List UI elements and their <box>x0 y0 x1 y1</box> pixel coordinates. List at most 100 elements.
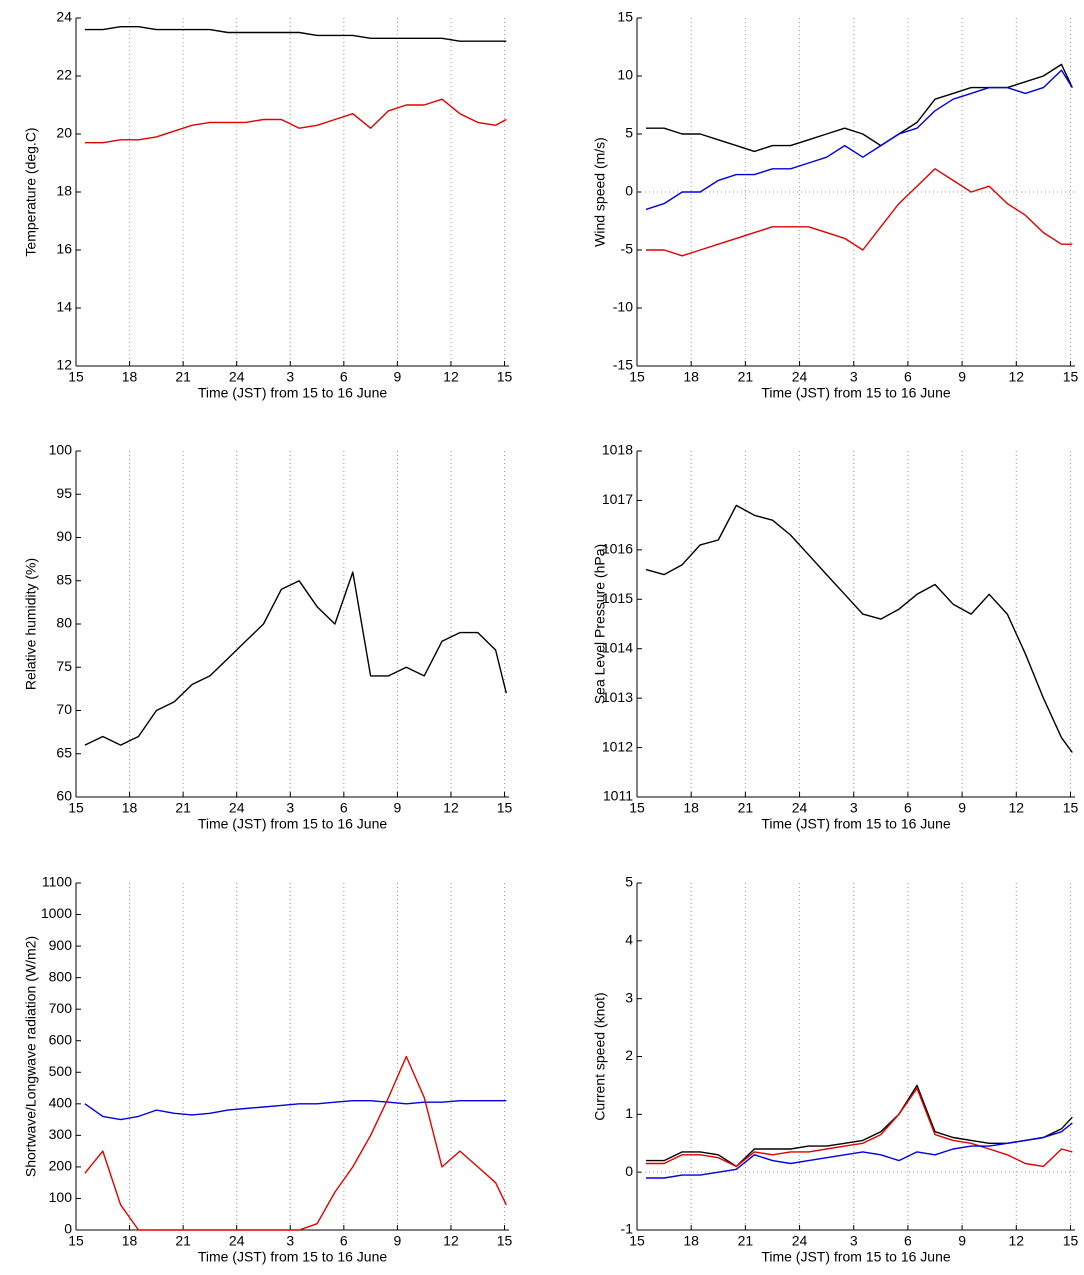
data-line <box>84 1100 507 1121</box>
y-tick-label: -10 <box>613 299 633 315</box>
y-tick-label: 4 <box>625 932 633 948</box>
x-tick-label: 15 <box>68 369 84 385</box>
y-axis-label: Wind speed (m/s) <box>592 137 608 247</box>
x-tick-label: 18 <box>122 800 138 816</box>
x-tick-label: 24 <box>792 369 808 385</box>
y-tick-label: 1000 <box>41 905 72 921</box>
y-tick-label: 900 <box>49 937 73 953</box>
x-tick-label: 15 <box>629 1233 645 1249</box>
y-tick-label: 1017 <box>602 491 633 507</box>
chart-panel: 15 18 21 24 3 6 9 12 150100200300400500600700800… <box>23 874 513 1265</box>
y-tick-label: 22 <box>56 67 72 83</box>
y-tick-label: 10 <box>617 67 633 83</box>
data-line <box>84 26 507 42</box>
x-tick-label: 18 <box>683 369 699 385</box>
y-tick-label: 16 <box>56 241 72 257</box>
x-tick-label: 18 <box>683 800 699 816</box>
x-tick-label: 15 <box>629 800 645 816</box>
y-tick-label: 80 <box>56 615 72 631</box>
y-tick-label: -5 <box>621 241 634 257</box>
y-tick-label: 1011 <box>603 788 633 804</box>
x-tick-label: 12 <box>1009 1233 1025 1249</box>
x-tick-label: 6 <box>340 369 348 385</box>
x-tick-label: 12 <box>443 800 459 816</box>
data-line <box>84 1055 507 1231</box>
x-tick-label: 3 <box>850 1233 858 1249</box>
y-tick-label: 65 <box>56 744 72 760</box>
data-line <box>645 69 1073 211</box>
x-tick-label: 6 <box>904 800 912 816</box>
x-tick-label: 21 <box>175 369 191 385</box>
data-line <box>84 98 507 144</box>
x-tick-label: 15 <box>629 369 645 385</box>
y-tick-label: 60 <box>56 788 72 804</box>
y-axis-label: Sea Level Pressure (hPa) <box>592 544 608 704</box>
x-axis-label: Time (JST) from 15 to 16 June <box>198 385 388 401</box>
y-tick-label: 85 <box>56 571 72 587</box>
x-tick-label: 24 <box>229 369 245 385</box>
y-tick-label: 15 <box>617 9 633 25</box>
x-tick-label: 9 <box>394 800 402 816</box>
y-tick-label: 0 <box>625 1163 633 1179</box>
x-tick-label: 15 <box>1063 1233 1079 1249</box>
x-tick-label: 12 <box>1009 369 1025 385</box>
x-tick-label: 6 <box>904 369 912 385</box>
x-tick-label: 24 <box>792 800 808 816</box>
y-axis-label: Temperature (deg.C) <box>23 127 39 256</box>
data-line <box>646 1084 1073 1168</box>
y-tick-label: 24 <box>56 9 72 25</box>
y-tick-label: 300 <box>49 1126 73 1142</box>
y-tick-label: 1016 <box>602 541 633 557</box>
x-tick-label: 24 <box>229 1233 245 1249</box>
x-tick-label: 9 <box>394 1233 402 1249</box>
x-tick-label: 15 <box>497 1233 513 1249</box>
x-tick-label: 9 <box>394 369 402 385</box>
y-tick-label: 12 <box>56 357 72 373</box>
y-tick-label: 2 <box>625 1047 633 1063</box>
x-tick-label: 18 <box>122 369 138 385</box>
y-axis-label: Shortwave/Longwave radiation (W/m2) <box>23 936 39 1177</box>
x-tick-label: 15 <box>68 800 84 816</box>
x-tick-label: 3 <box>286 1233 294 1249</box>
x-tick-label: 15 <box>1063 369 1079 385</box>
x-tick-label: 15 <box>497 800 513 816</box>
data-line <box>646 1087 1073 1168</box>
y-tick-label: 1015 <box>602 590 633 606</box>
y-tick-label: 5 <box>625 125 633 141</box>
y-tick-label: 200 <box>49 1158 73 1174</box>
data-line <box>646 1122 1073 1179</box>
y-tick-label: 1018 <box>602 442 633 458</box>
y-tick-label: 1013 <box>602 689 633 705</box>
x-axis-label: Time (JST) from 15 to 16 June <box>761 1249 951 1265</box>
x-tick-label: 3 <box>850 800 858 816</box>
y-tick-label: 70 <box>56 701 72 717</box>
x-tick-label: 6 <box>340 1233 348 1249</box>
y-tick-label: 18 <box>56 183 72 199</box>
y-tick-label: 100 <box>49 442 73 458</box>
x-tick-label: 18 <box>683 1233 699 1249</box>
data-line <box>84 571 507 746</box>
x-tick-label: 6 <box>904 1233 912 1249</box>
y-tick-label: 400 <box>49 1095 73 1111</box>
y-axis-label: Current speed (knot) <box>592 992 608 1120</box>
x-tick-label: 3 <box>286 369 294 385</box>
y-tick-label: -1 <box>621 1221 634 1237</box>
x-tick-label: 24 <box>229 800 245 816</box>
y-tick-label: 1 <box>625 1105 633 1121</box>
x-tick-label: 21 <box>738 800 754 816</box>
x-tick-label: 12 <box>443 369 459 385</box>
y-tick-label: 14 <box>56 299 72 315</box>
x-axis-label: Time (JST) from 15 to 16 June <box>198 1249 388 1265</box>
x-tick-label: 12 <box>443 1233 459 1249</box>
y-tick-label: 3 <box>625 989 633 1005</box>
x-axis-label: Time (JST) from 15 to 16 June <box>761 816 951 832</box>
y-tick-label: 5 <box>625 874 633 890</box>
x-tick-label: 9 <box>958 800 966 816</box>
x-tick-label: 3 <box>286 800 294 816</box>
y-tick-label: 700 <box>49 1000 73 1016</box>
x-tick-label: 15 <box>497 369 513 385</box>
y-tick-label: 0 <box>625 183 633 199</box>
y-tick-label: 0 <box>64 1221 72 1237</box>
